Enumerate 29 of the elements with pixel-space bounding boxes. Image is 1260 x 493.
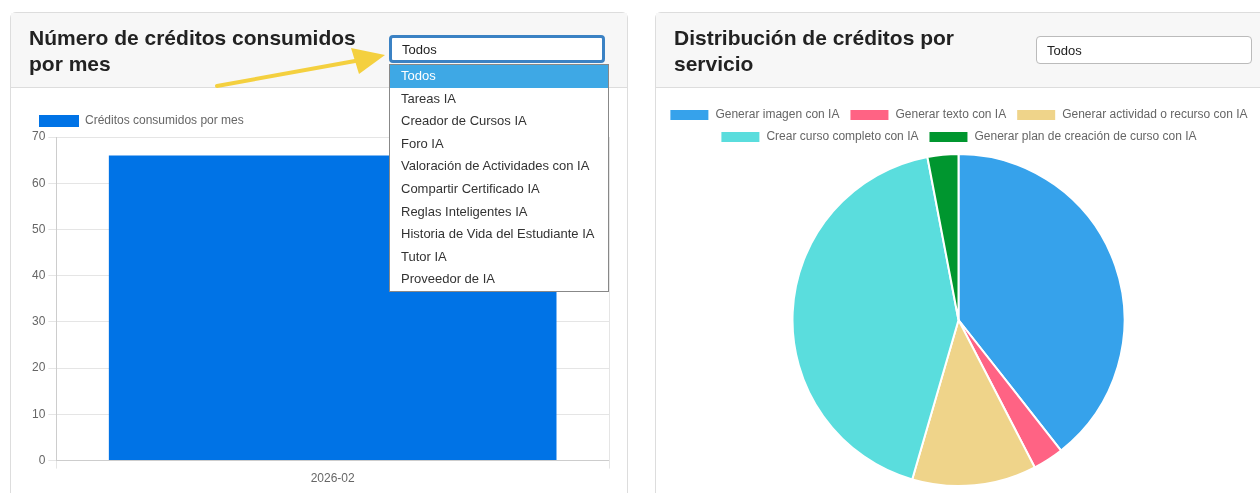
text: Creador de Cursos IA xyxy=(400,112,528,131)
text: Tareas IA xyxy=(400,89,457,108)
y-tick-label: 60 xyxy=(31,175,46,190)
annotation: Proveedor de IA xyxy=(400,270,496,289)
text: Todos xyxy=(389,35,605,63)
legend-label: Generar texto con IA xyxy=(895,107,1007,122)
text: Todos xyxy=(390,65,608,88)
y-tick-label: 20 xyxy=(31,360,46,375)
text: Todos xyxy=(1036,36,1252,64)
y-tick-label: 70 xyxy=(31,129,46,144)
annotation: Compartir Certificado IA xyxy=(400,179,541,198)
chart-title: Distribución de créditos por servicio xyxy=(674,25,956,77)
annotation: Reglas Inteligentes IA xyxy=(400,202,529,221)
legend-label: Crear curso completo con IA xyxy=(766,129,919,144)
y-tick-label: 30 xyxy=(31,314,46,329)
annotation: Foro IA xyxy=(400,134,445,153)
y-tick-label: 40 xyxy=(31,268,46,282)
y-tick-label: 10 xyxy=(31,406,46,421)
x-tick-label: 2026-02 xyxy=(310,471,356,486)
annotation: Historia de Vida del Estudiante IA xyxy=(400,225,596,244)
legend-label: Generar actividad o recurso con IA xyxy=(1062,107,1248,122)
legend-label: Generar imagen con IA xyxy=(715,107,840,122)
chart-title: Número de créditos consumidos por mes xyxy=(29,25,357,77)
y-tick-label: 50 xyxy=(31,221,46,236)
y-tick-label: 0 xyxy=(38,452,46,467)
annotation: Tutor IA xyxy=(400,247,448,266)
legend-label: Generar plan de creación de curso con IA xyxy=(974,129,1197,144)
legend-label: Créditos consumidos por mes xyxy=(85,113,244,128)
annotation: Valoración de Actividades con IA xyxy=(400,157,591,176)
